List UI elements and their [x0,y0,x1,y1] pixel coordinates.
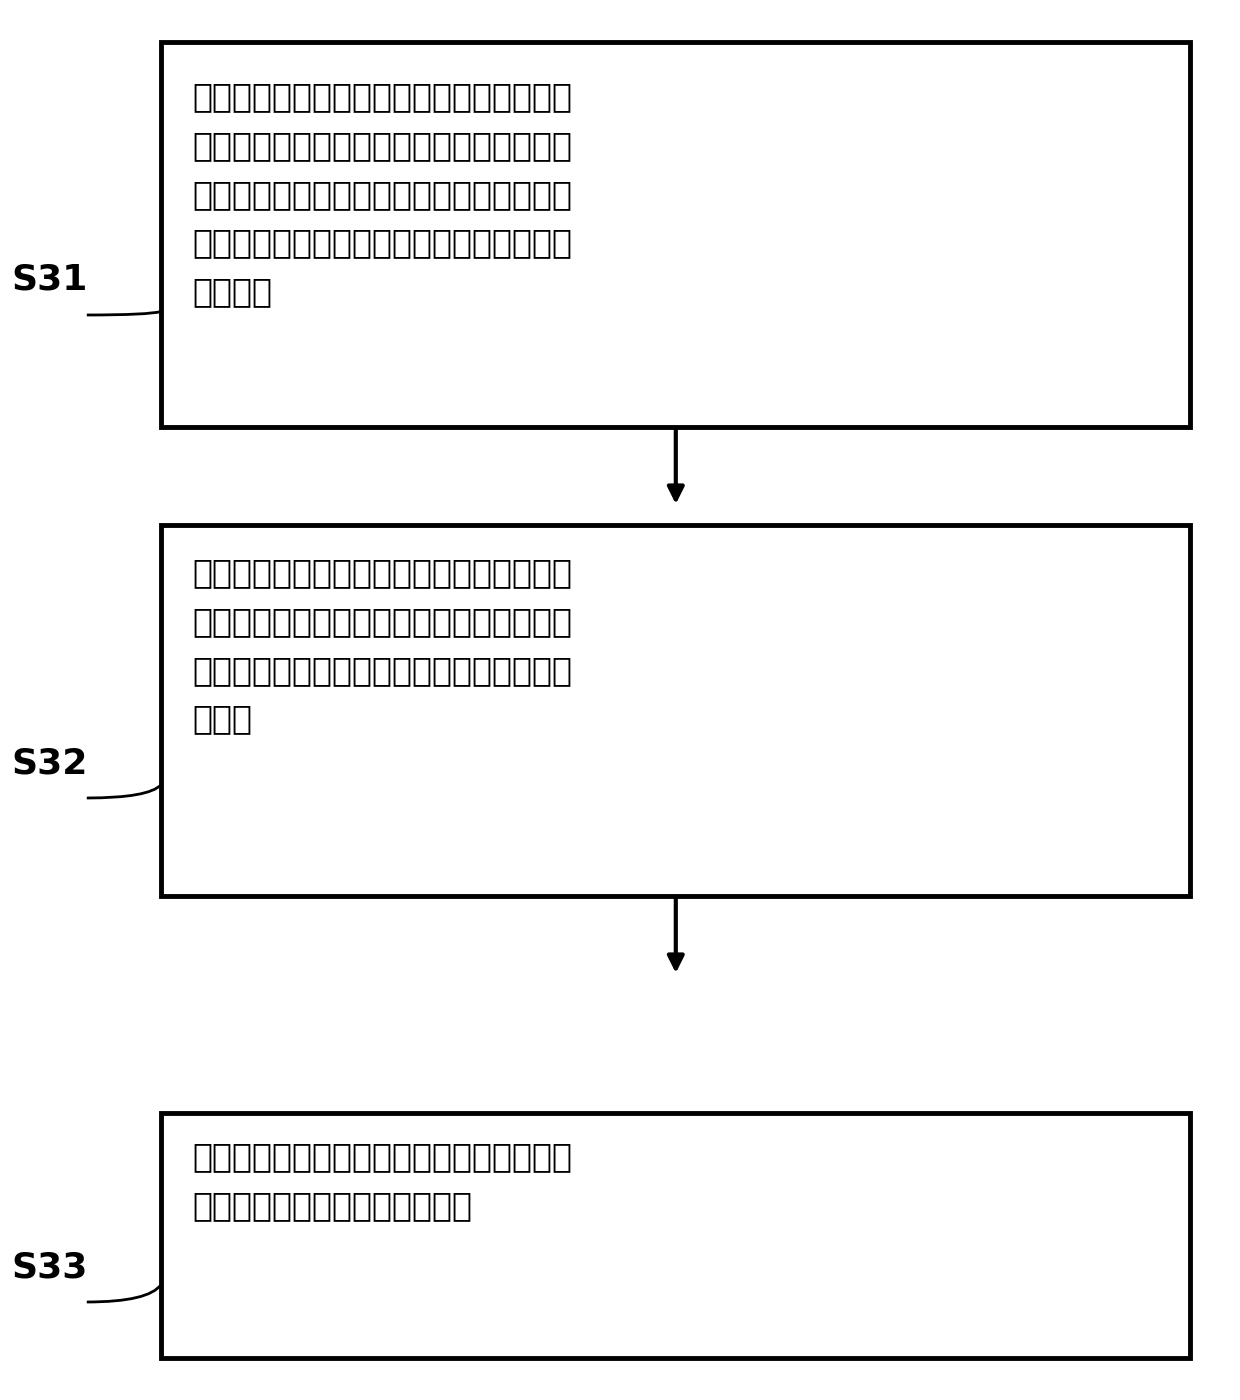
Text: 使用最大类间方差法，根据图像的总平均灰
度值和前景图象和背景图象的方差得到碳酸
盐岩复杂储层数字岩心分类的最佳阈值，通
过最佳阈值将图像分割成前景图像和背景图
: 使用最大类间方差法，根据图像的总平均灰 度值和前景图象和背景图象的方差得到碳酸 … [192,80,572,308]
Bar [161,525,1190,896]
Text: S33: S33 [11,1250,88,1284]
Text: 分别选取两个类间最大方差的对应阈值作为
碳酸盐岩三类储层的分割阈值。: 分别选取两个类间最大方差的对应阈值作为 碳酸盐岩三类储层的分割阈值。 [192,1140,572,1222]
Bar [161,42,1190,427]
Text: S32: S32 [11,746,88,780]
Bar [161,1113,1190,1358]
Text: S31: S31 [11,263,88,297]
Text: 在分割后的两类中，再次使用最大类间方差
法分别计算前景图像和背景图像的子类中的
最佳分类，并求得两个最佳分类的类间最大
方差；: 在分割后的两类中，再次使用最大类间方差 法分别计算前景图像和背景图像的子类中的 … [192,556,572,735]
